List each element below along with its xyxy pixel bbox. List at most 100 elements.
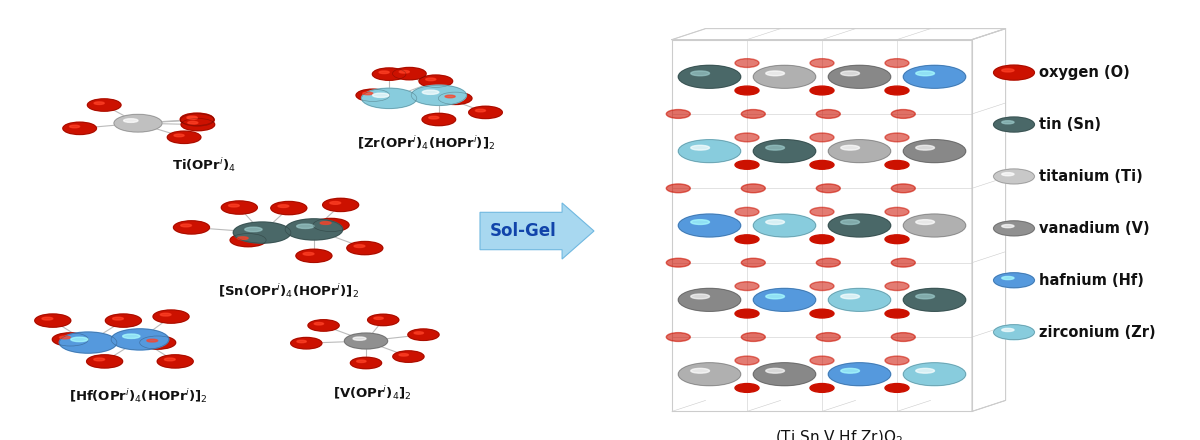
Circle shape xyxy=(736,384,760,392)
Ellipse shape xyxy=(362,92,373,95)
Ellipse shape xyxy=(330,202,341,204)
Circle shape xyxy=(313,218,349,231)
FancyArrow shape xyxy=(480,203,594,259)
Circle shape xyxy=(816,333,840,341)
Circle shape xyxy=(754,363,816,385)
Circle shape xyxy=(886,356,910,365)
Ellipse shape xyxy=(841,145,859,150)
Circle shape xyxy=(350,357,382,369)
Ellipse shape xyxy=(766,294,785,299)
Ellipse shape xyxy=(766,71,785,76)
Ellipse shape xyxy=(400,354,408,356)
Circle shape xyxy=(994,65,1034,80)
Ellipse shape xyxy=(113,317,124,320)
Circle shape xyxy=(886,161,910,169)
Circle shape xyxy=(810,207,834,216)
Circle shape xyxy=(810,59,834,67)
Circle shape xyxy=(167,131,200,143)
Circle shape xyxy=(230,234,266,247)
Ellipse shape xyxy=(691,71,709,76)
Circle shape xyxy=(666,333,690,341)
Ellipse shape xyxy=(42,317,53,320)
Circle shape xyxy=(816,110,840,118)
Circle shape xyxy=(886,207,910,216)
Circle shape xyxy=(994,273,1034,288)
Circle shape xyxy=(678,139,740,162)
Circle shape xyxy=(828,65,890,88)
Circle shape xyxy=(286,219,343,240)
Circle shape xyxy=(736,133,760,142)
Circle shape xyxy=(53,333,89,346)
Circle shape xyxy=(904,65,966,88)
Circle shape xyxy=(344,333,388,349)
Ellipse shape xyxy=(161,313,172,316)
Circle shape xyxy=(392,351,424,362)
Ellipse shape xyxy=(70,125,79,128)
Circle shape xyxy=(754,289,816,312)
Ellipse shape xyxy=(354,245,365,247)
Circle shape xyxy=(810,384,834,392)
Ellipse shape xyxy=(181,224,192,227)
Ellipse shape xyxy=(245,227,262,231)
Ellipse shape xyxy=(426,78,436,81)
Circle shape xyxy=(438,92,472,104)
Ellipse shape xyxy=(314,323,324,325)
Ellipse shape xyxy=(320,222,331,224)
Circle shape xyxy=(180,114,214,126)
Circle shape xyxy=(419,75,452,88)
Ellipse shape xyxy=(94,102,104,104)
Ellipse shape xyxy=(374,317,383,319)
Ellipse shape xyxy=(187,117,197,120)
Circle shape xyxy=(666,110,690,118)
Circle shape xyxy=(271,202,307,215)
Ellipse shape xyxy=(445,95,455,98)
Ellipse shape xyxy=(1002,224,1014,227)
Circle shape xyxy=(886,235,910,244)
Circle shape xyxy=(736,309,760,318)
Ellipse shape xyxy=(187,116,197,119)
Ellipse shape xyxy=(400,70,409,73)
Circle shape xyxy=(810,282,834,290)
Circle shape xyxy=(886,133,910,142)
Ellipse shape xyxy=(296,224,314,228)
Ellipse shape xyxy=(916,71,935,76)
Ellipse shape xyxy=(691,220,709,224)
Ellipse shape xyxy=(841,294,859,299)
Circle shape xyxy=(408,329,439,341)
Circle shape xyxy=(35,314,71,327)
Circle shape xyxy=(742,333,766,341)
Circle shape xyxy=(356,89,390,102)
Circle shape xyxy=(994,117,1034,132)
Ellipse shape xyxy=(916,220,935,224)
Circle shape xyxy=(886,309,910,318)
Circle shape xyxy=(666,184,690,193)
Ellipse shape xyxy=(916,145,935,150)
Circle shape xyxy=(810,161,834,169)
Text: Ti(OPr$^i$)$_4$: Ti(OPr$^i$)$_4$ xyxy=(172,156,236,174)
Circle shape xyxy=(892,110,916,118)
Ellipse shape xyxy=(766,368,785,373)
Ellipse shape xyxy=(238,237,248,239)
Circle shape xyxy=(323,198,359,212)
Circle shape xyxy=(106,314,142,327)
Circle shape xyxy=(392,67,426,80)
Ellipse shape xyxy=(766,220,785,224)
Ellipse shape xyxy=(379,71,389,73)
Circle shape xyxy=(904,139,966,162)
Circle shape xyxy=(736,207,760,216)
Ellipse shape xyxy=(1002,172,1014,176)
Circle shape xyxy=(469,106,503,118)
Circle shape xyxy=(810,309,834,318)
Circle shape xyxy=(828,363,890,385)
Ellipse shape xyxy=(353,337,366,340)
Ellipse shape xyxy=(356,360,366,363)
Circle shape xyxy=(828,214,890,237)
Circle shape xyxy=(736,235,760,244)
Circle shape xyxy=(810,235,834,244)
Ellipse shape xyxy=(475,109,486,112)
Circle shape xyxy=(886,86,910,95)
Circle shape xyxy=(296,249,332,262)
Ellipse shape xyxy=(428,116,439,119)
Ellipse shape xyxy=(278,205,289,208)
Ellipse shape xyxy=(124,119,138,122)
